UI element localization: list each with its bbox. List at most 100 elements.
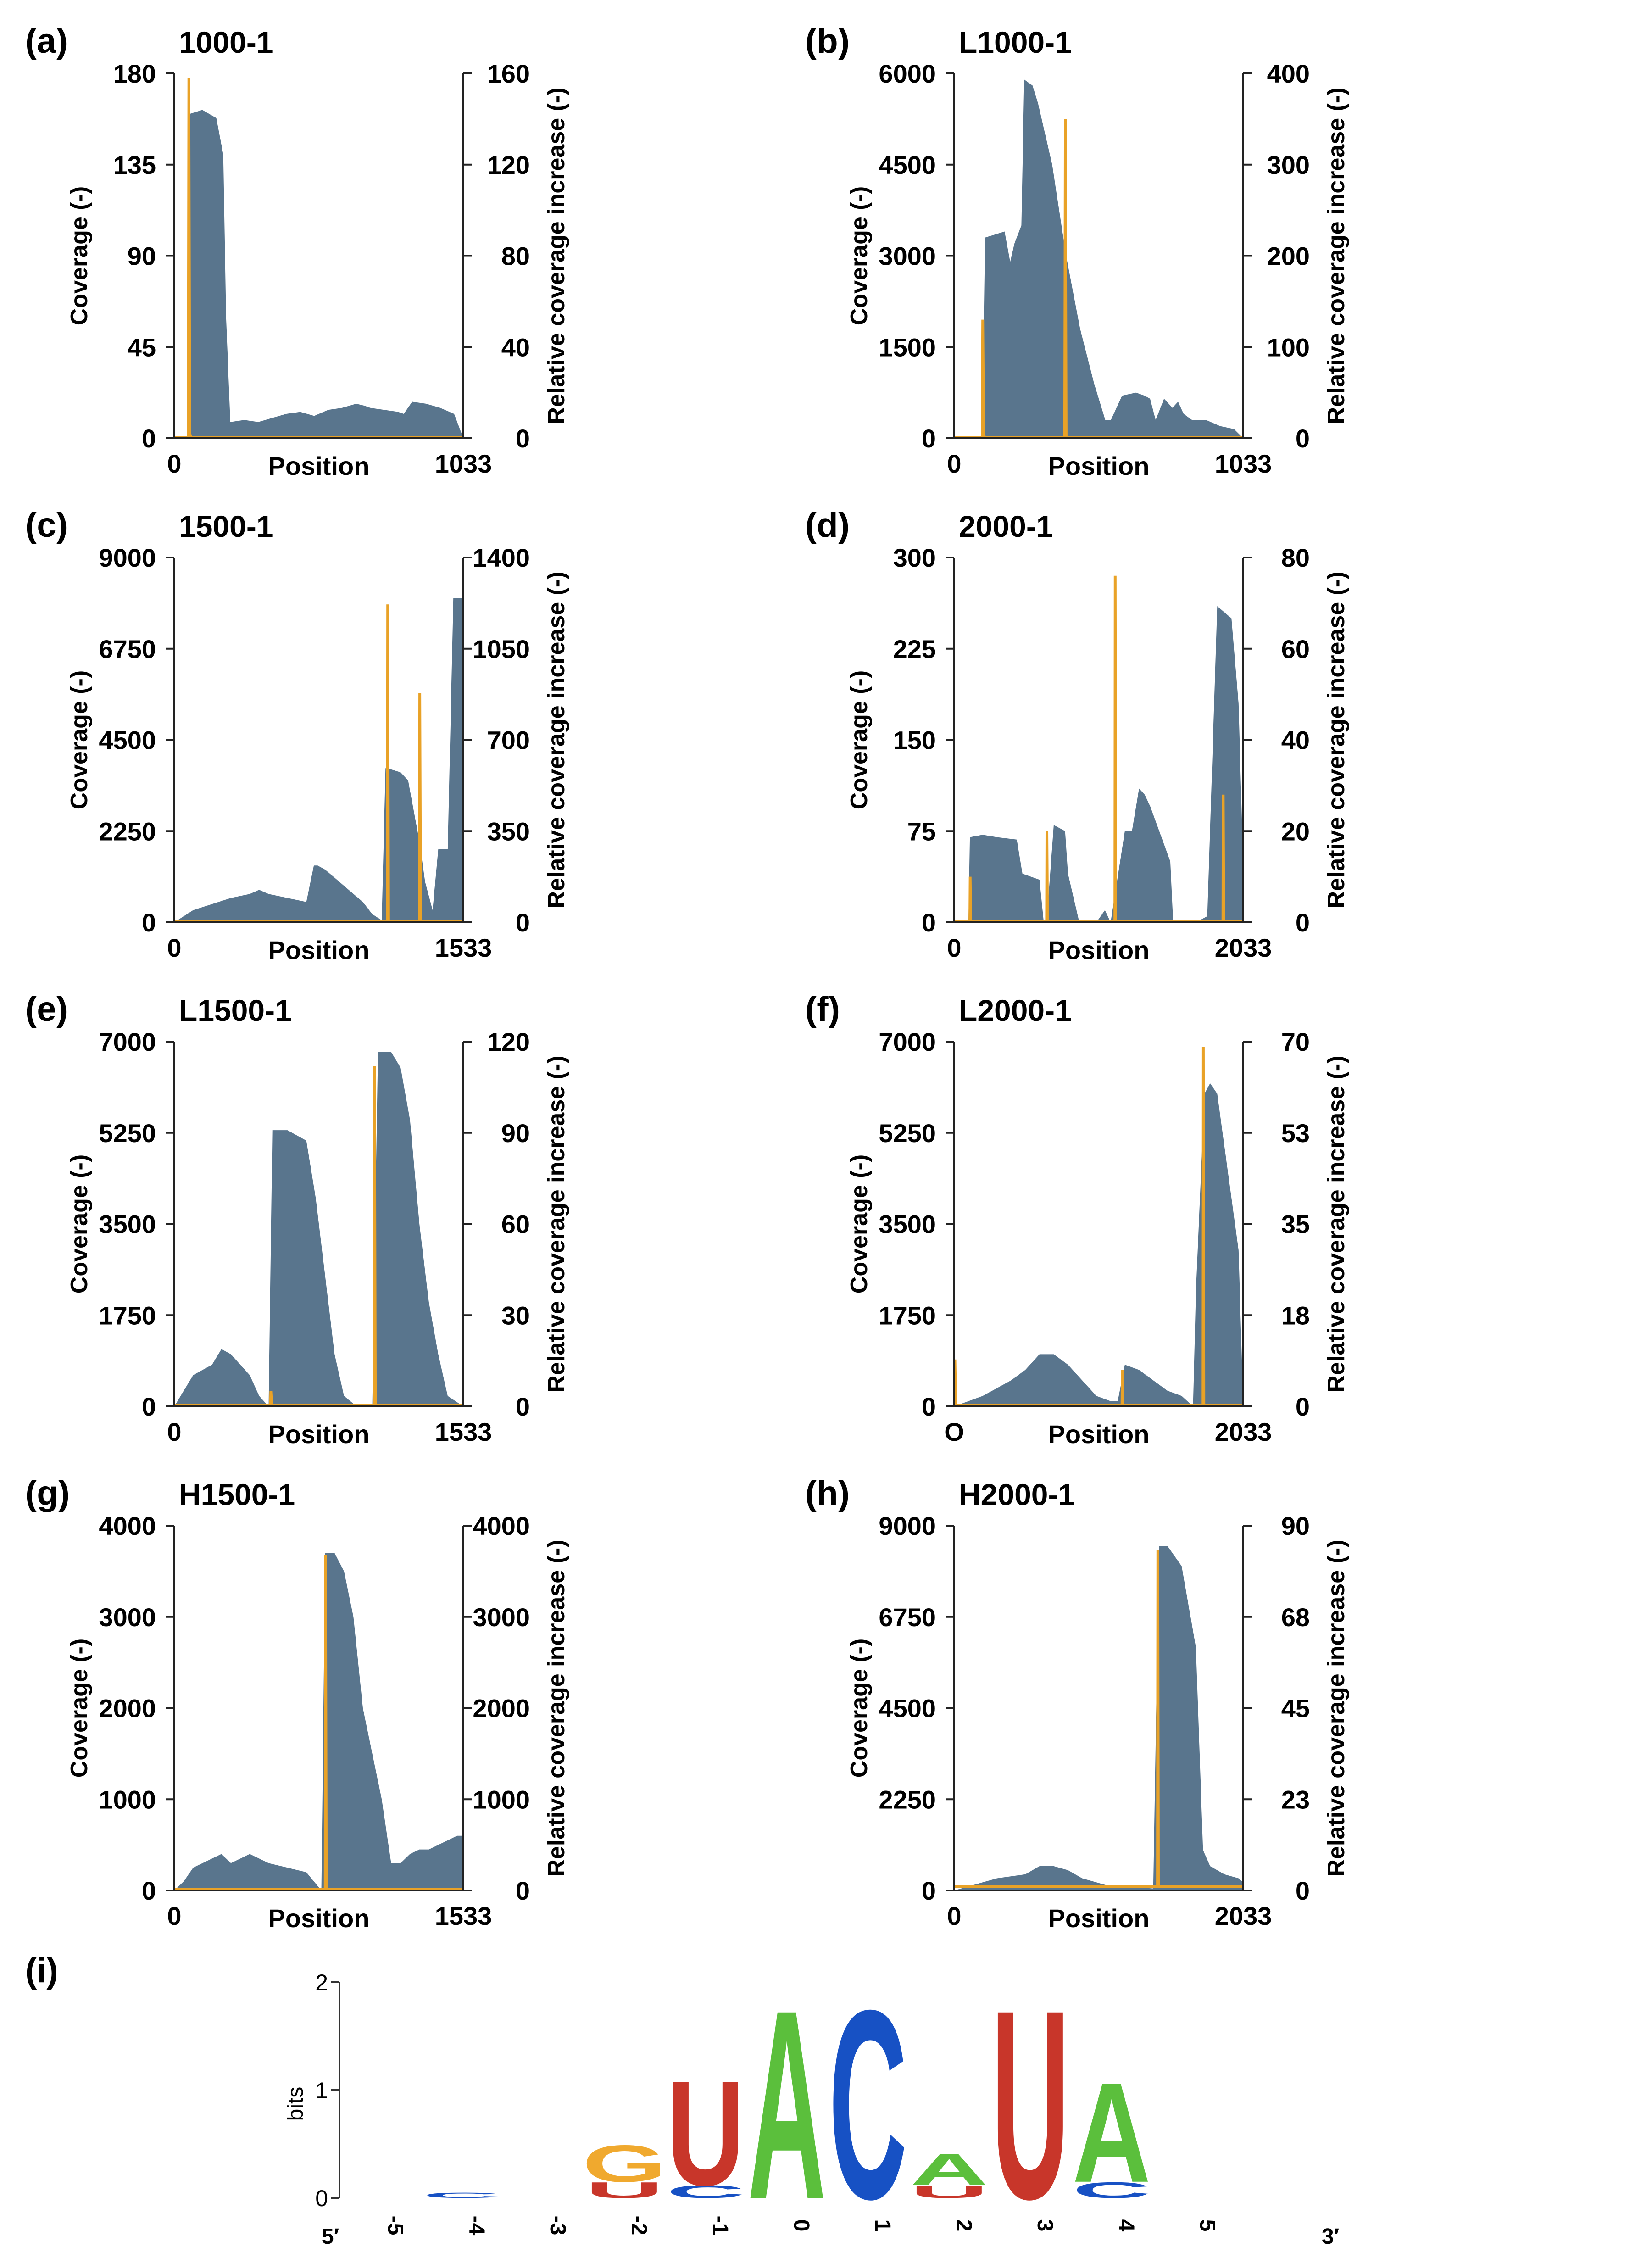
panel-letter: (b) [805,22,850,61]
y2-tick-label: 60 [1281,635,1310,663]
y2-tick-label: 120 [487,1027,530,1056]
panel-e: (e) L1500-1 0 1750 3500 5250 7000 0 30 60 90 120 0 15… [25,990,570,1449]
y-axis-label: Coverage (-) [66,1639,93,1778]
y2-tick-label: 3000 [473,1603,530,1632]
y-tick-label: 4000 [99,1511,156,1540]
logo-letter: C [829,1954,907,2255]
logo-x-tick-label: -2 [627,2216,651,2236]
y2-tick-label: 2000 [473,1694,530,1723]
y2-tick-label: 80 [1281,543,1310,572]
y-tick-label: 1000 [99,1785,156,1814]
y2-tick-label: 80 [501,242,530,271]
logo-letter: C [1073,2178,1151,2203]
x-tick-label: 1533 [435,933,492,962]
y2-tick-label: 45 [1281,1694,1310,1723]
y2-tick-label: 60 [501,1210,530,1239]
logo-x-tick-label: 0 [789,2219,813,2232]
y-tick-label: 4500 [99,726,156,755]
logo-letter: G [582,2135,667,2193]
y-tick-label: 1750 [99,1301,156,1330]
y2-tick-label: 100 [1267,333,1310,362]
logo-x-tick-label: 2 [951,2219,976,2232]
y2-tick-label: 0 [516,1392,530,1421]
y-tick-label: 0 [142,1392,156,1421]
y2-tick-label: 35 [1281,1210,1310,1239]
y-tick-label: 6750 [879,1603,936,1632]
y-tick-label: 7000 [879,1027,936,1056]
y-tick-label: 3500 [879,1210,936,1239]
coverage-area [174,110,463,438]
y2-tick-label: 90 [501,1119,530,1148]
x-axis-label: Position [1048,1420,1150,1449]
panel-h: (h) H2000-1 0 2250 4500 6750 9000 0 23 45 68 90 0 203… [805,1474,1350,1933]
y-tick-label: 150 [893,726,936,755]
panel-letter: (c) [25,506,68,545]
y-tick-label: 135 [113,151,156,179]
x-tick-label: 0 [167,1901,181,1930]
logo-x-tick-label: 3 [1033,2219,1057,2232]
y-tick-label: 1750 [879,1301,936,1330]
y-tick-label: 4500 [879,151,936,179]
y-tick-label: 6750 [99,635,156,663]
y-axis-label: Coverage (-) [846,1154,873,1293]
panel-letter: (f) [805,990,840,1029]
y2-tick-label: 0 [1296,1876,1310,1905]
y2-axis-label: Relative coverage increase (-) [543,1539,570,1876]
x-axis-label: Position [268,1420,370,1449]
panel-letter: (h) [805,1474,850,1513]
x-tick-label: 2033 [1215,1417,1272,1446]
x-axis-label: Position [268,1904,370,1933]
panel-letter: (a) [25,22,68,61]
y-tick-label: 9000 [879,1511,936,1540]
panel-title: L1500-1 [179,993,292,1027]
panel-title: H2000-1 [959,1477,1075,1511]
y2-tick-label: 400 [1267,59,1310,88]
y-tick-label: 7000 [99,1027,156,1056]
y-tick-label: 1500 [879,333,936,362]
y-tick-label: 0 [922,1876,936,1905]
y-tick-label: 225 [893,635,936,663]
y2-tick-label: 0 [516,1876,530,1905]
y2-tick-label: 0 [516,424,530,453]
panel-letter: (i) [25,1951,58,1990]
y-axis-label: Coverage (-) [66,670,93,809]
y-tick-label: 4500 [879,1694,936,1723]
y-tick-label: 0 [142,424,156,453]
y2-tick-label: 1050 [473,635,530,663]
panel-f: (f) L2000-1 0 1750 3500 5250 7000 0 18 35 53 70 O 203… [805,990,1350,1449]
coverage-area [954,79,1243,439]
logo-letter: U [991,1954,1070,2255]
y2-tick-label: 30 [501,1301,530,1330]
coverage-area [954,1546,1243,1890]
y2-tick-label: 120 [487,151,530,179]
y-tick-label: 5250 [99,1119,156,1148]
panel-a: (a) 1000-1 0 45 90 135 180 0 40 80 120 160 0 1033 Posi… [25,22,570,480]
y-axis-label: Coverage (-) [846,670,873,809]
y-tick-label: 0 [142,908,156,937]
y2-tick-label: 53 [1281,1119,1310,1148]
coverage-area [174,1553,463,1890]
relative-increase-line [953,1047,1243,1407]
panel-letter: (e) [25,990,68,1029]
coverage-area [174,1052,463,1406]
logo-x-tick-label: -3 [545,2216,570,2236]
y-tick-label: 0 [922,424,936,453]
logo-letter: U [585,2178,664,2203]
y2-tick-label: 18 [1281,1301,1310,1330]
logo-y-axis-label: bits [284,2087,308,2121]
y2-tick-label: 40 [1281,726,1310,755]
panel-c: (c) 1500-1 0 2250 4500 6750 9000 0 350 700 1050 140… [25,506,570,965]
y2-tick-label: 350 [487,817,530,846]
x-axis-label: Position [268,936,370,965]
y-tick-label: 3000 [879,242,936,271]
y2-tick-label: 90 [1281,1511,1310,1540]
y-tick-label: 90 [128,242,156,271]
y-axis-label: Coverage (-) [66,1154,93,1293]
y-tick-label: 0 [922,908,936,937]
panel-b: (b) L1000-1 0 1500 3000 4500 6000 0 100 200 300 400… [805,22,1350,480]
logo-x-tick-label: 1 [870,2219,895,2232]
y-tick-label: 180 [113,59,156,88]
x-tick-label: 0 [947,1901,961,1930]
y2-tick-label: 0 [1296,424,1310,453]
